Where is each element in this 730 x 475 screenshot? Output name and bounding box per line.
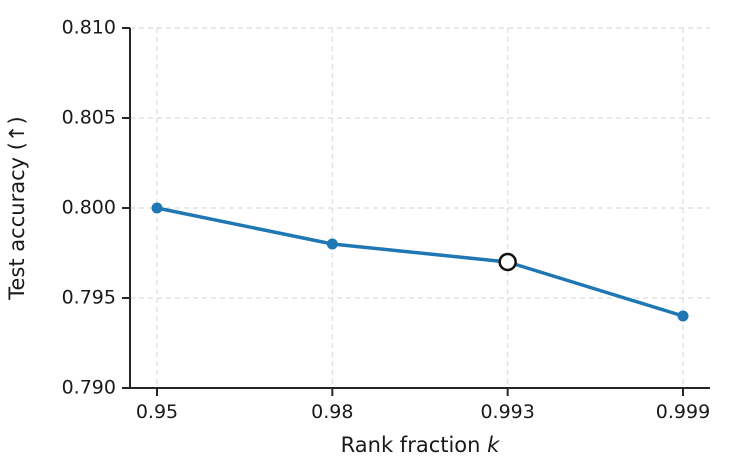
- data-point: [677, 310, 689, 322]
- x-tick-label: 0.98: [311, 401, 353, 423]
- data-point: [326, 238, 338, 250]
- y-tick-label: 0.800: [62, 197, 116, 219]
- y-tick-label: 0.805: [62, 107, 116, 129]
- highlighted-data-point: [498, 252, 517, 272]
- x-tick-label: 0.95: [136, 401, 178, 423]
- y-tick-label: 0.795: [62, 287, 116, 309]
- y-tick-label: 0.790: [62, 377, 116, 399]
- x-tick-label: 0.999: [656, 401, 710, 423]
- y-axis-label: Test accuracy (↑): [5, 116, 29, 300]
- y-tick-label: 0.810: [62, 17, 116, 39]
- x-tick-label: 0.993: [480, 401, 534, 423]
- data-point: [151, 202, 163, 214]
- data-line: [155, 206, 685, 318]
- x-axis-label: Rank fraction k: [341, 433, 501, 457]
